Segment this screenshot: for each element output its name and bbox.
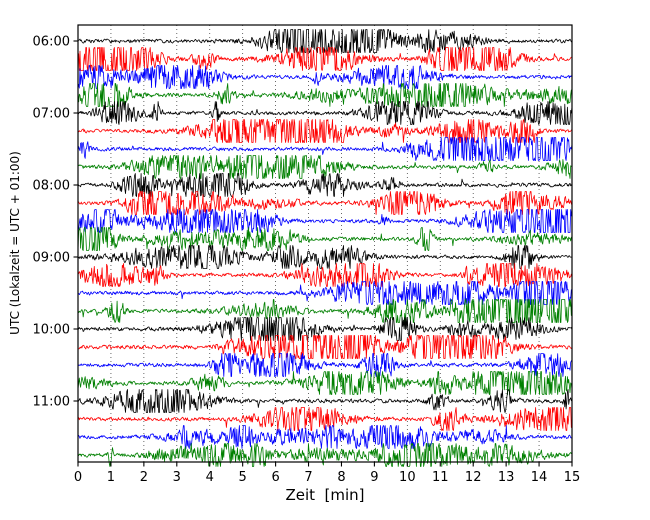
- trace-08:45: [77, 227, 573, 251]
- x-tick-label: 4: [206, 470, 214, 485]
- x-axis-title: Zeit [min]: [285, 486, 365, 504]
- grid-lines: [110, 25, 540, 462]
- y-tick-label: 11:00: [33, 395, 70, 410]
- x-tick-label: 13: [498, 470, 515, 485]
- trace-11:30: [77, 425, 573, 449]
- x-tick-label: 8: [337, 470, 345, 485]
- trace-06:30: [77, 65, 573, 89]
- trace-07:45: [77, 155, 572, 179]
- x-tick-label: 6: [271, 470, 279, 485]
- y-tick-label: 07:00: [33, 107, 70, 122]
- x-tick-label: 3: [173, 470, 181, 485]
- y-tick-label: 08:00: [33, 179, 70, 194]
- trace-06:15: [77, 47, 573, 71]
- x-tick-label: 2: [140, 470, 148, 485]
- x-tick-label: 0: [74, 470, 82, 485]
- trace-06:00: [77, 29, 573, 53]
- seismic-traces: [77, 29, 573, 467]
- x-tick-label: 15: [564, 470, 581, 485]
- x-tick-label: 12: [465, 470, 482, 485]
- trace-08:30: [77, 209, 573, 233]
- trace-06:45: [77, 83, 573, 107]
- x-tick-label: 9: [370, 470, 378, 485]
- axes-frame: [77, 24, 573, 463]
- y-axis-title: UTC (Lokalzeit = UTC + 01:00): [8, 151, 22, 335]
- trace-07:15: [77, 119, 573, 143]
- x-tick-label: 7: [304, 470, 312, 485]
- x-tick-label: 1: [107, 470, 115, 485]
- y-tick-label: 10:00: [33, 323, 70, 338]
- trace-08:00: [77, 173, 573, 197]
- trace-08:15: [78, 191, 573, 215]
- trace-10:15: [77, 335, 573, 359]
- trace-09:45: [77, 299, 573, 323]
- x-axis-ticks: 0 1 2 3 4 5 6 7 8 9 10 11 12 13 14 15: [74, 462, 580, 485]
- x-tick-label: 5: [239, 470, 247, 485]
- trace-11:45: [77, 443, 573, 467]
- x-tick-label: 10: [399, 470, 416, 485]
- trace-10:00: [77, 317, 573, 341]
- trace-10:30: [77, 353, 573, 377]
- y-axis-ticks: 06:00 07:00 08:00 09:00 10:00 11:00: [33, 35, 78, 410]
- trace-11:00: [77, 389, 573, 413]
- trace-11:15: [77, 407, 573, 431]
- trace-09:30: [77, 281, 573, 305]
- trace-10:45: [77, 371, 573, 395]
- trace-07:00: [77, 101, 573, 125]
- x-tick-label: 11: [432, 470, 449, 485]
- trace-09:00: [78, 245, 573, 269]
- trace-09:15: [77, 263, 573, 287]
- y-tick-label: 09:00: [33, 251, 70, 266]
- trace-07:30: [77, 137, 573, 161]
- y-tick-label: 06:00: [33, 35, 70, 50]
- x-tick-label: 14: [531, 470, 548, 485]
